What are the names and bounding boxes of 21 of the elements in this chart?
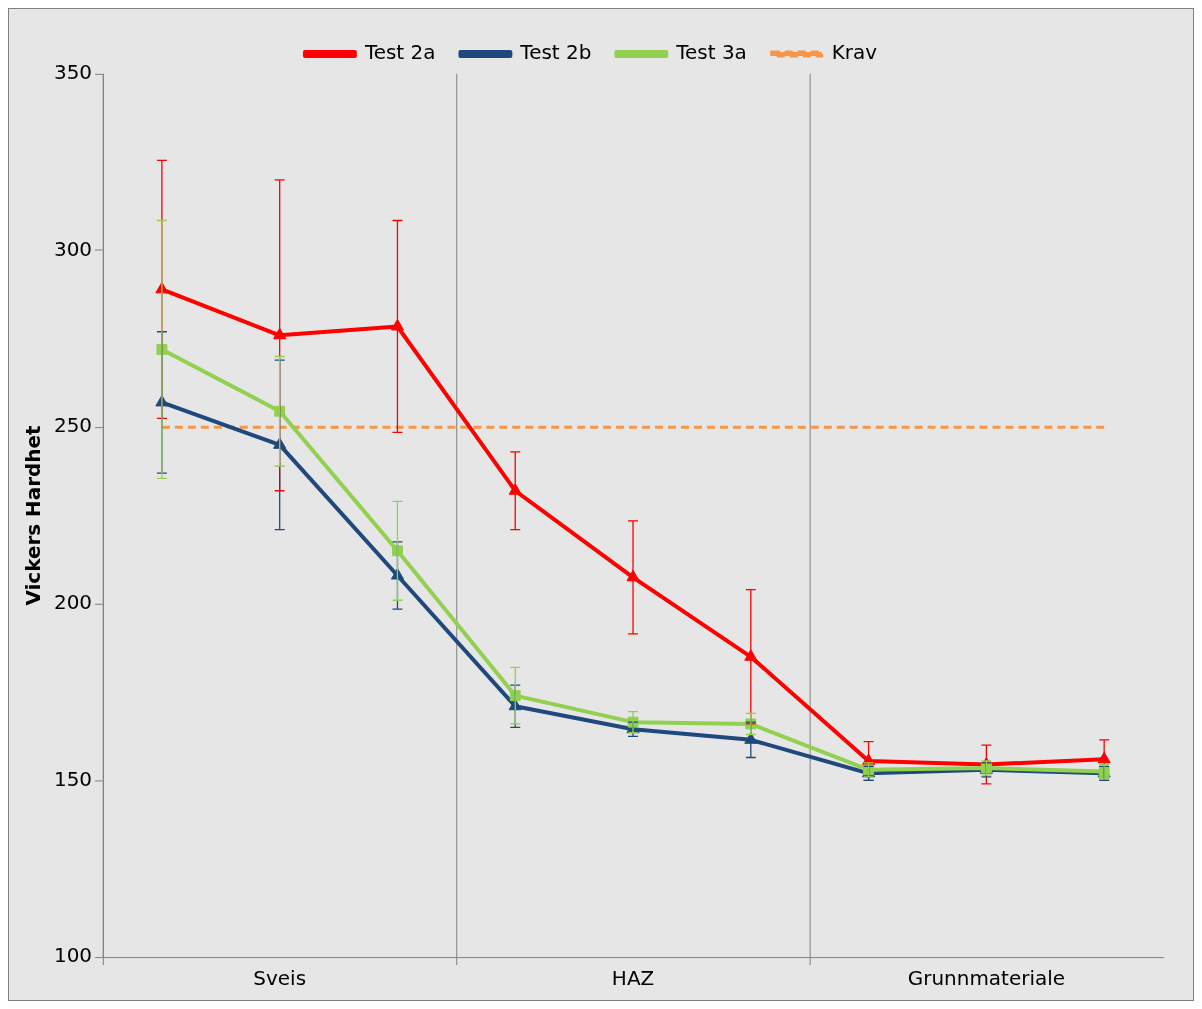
y-tick-label: 300 xyxy=(53,236,93,261)
legend-label: Test 2a xyxy=(363,40,436,65)
point xyxy=(509,690,521,702)
y-tick-label: 250 xyxy=(53,413,93,438)
legend-label: Test 2b xyxy=(519,40,592,65)
y-tick-label: 350 xyxy=(53,60,93,85)
y-tick-label: 150 xyxy=(53,766,93,791)
point xyxy=(390,318,405,331)
point xyxy=(392,545,403,557)
y-tick-label: 200 xyxy=(53,590,93,614)
x-tick-label: Grunnmateriale xyxy=(907,966,1065,991)
point xyxy=(744,649,758,661)
y-axis-title: Vickers Hardhet xyxy=(21,424,46,606)
x-tick-label: HAZ xyxy=(611,966,655,991)
x-tick-label: Sveis xyxy=(253,966,307,991)
legend-label: Test 3a xyxy=(675,40,747,65)
point xyxy=(508,483,522,495)
point xyxy=(274,405,286,417)
legend-label: Krav xyxy=(831,40,878,65)
point xyxy=(744,732,758,744)
y-tick-label: 100 xyxy=(53,943,93,968)
